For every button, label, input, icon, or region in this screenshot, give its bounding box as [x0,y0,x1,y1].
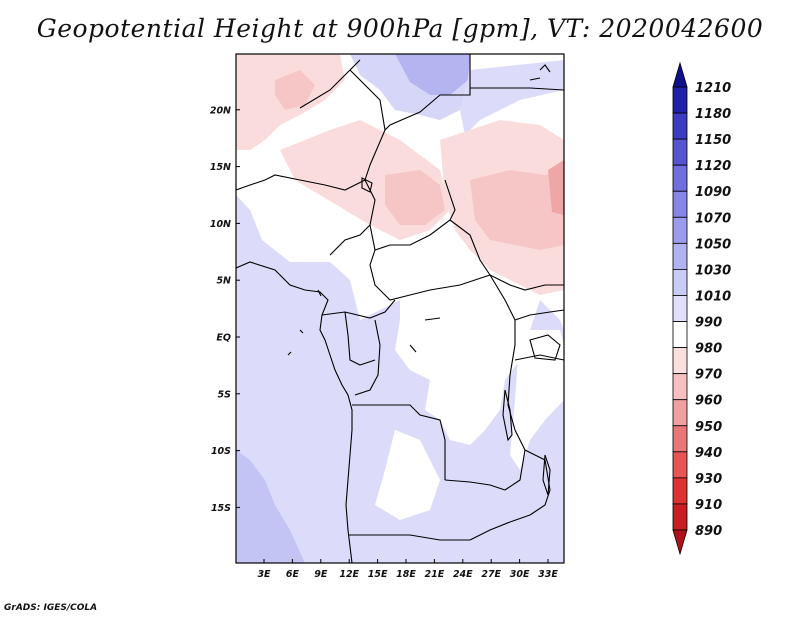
colorbar-swatch [672,425,688,453]
colorbar-label: 960 [695,394,722,409]
colorbar-label: 1210 [695,81,731,96]
border-guinea-gulf-islands [287,289,441,356]
colorbar-label: 940 [695,446,722,461]
border-congo-drc [354,319,381,396]
border-nigeria-cameroon [329,224,371,256]
field-congo-990-1010 [395,270,540,445]
chart-title: Geopotential Height at 900hPa [gpm], VT:… [36,14,764,43]
colorbar-swatch [672,477,688,505]
lon-tick-label: 6E [286,569,300,580]
field-sudan-970-980 [470,170,564,250]
lon-tick-label: 21E [425,569,445,580]
map-frame [235,53,565,564]
colorbar-label: 1090 [695,185,731,200]
border-angola-namibia [348,534,470,541]
border-malawi [524,449,551,516]
border-nile [529,64,551,81]
colorbar-swatch [672,269,688,296]
colorbar-label: 930 [695,472,722,487]
lat-tick-label: 20N [210,105,231,116]
colorbar-swatch [672,321,688,348]
lat-tick-label: 15N [210,162,231,173]
border-zambia-zimbabwe [469,514,531,541]
colorbar-swatch [672,242,688,270]
border-niger-libya [299,59,361,109]
field-angola-990-1010 [375,430,440,520]
field-sahel-west-970-980 [275,70,315,110]
colorbar-label: 1030 [695,263,731,278]
colorbar: 1210 1180 1150 1120 1090 1070 1050 1030 1010 990 9… [672,61,731,556]
lon-tick-label: 9E [314,569,328,580]
lake-tanganyika [502,389,513,442]
latitude-axis: 20N 15N 10N 5N EQ 5S 10S 15S [210,105,240,514]
colorbar-label: 1070 [695,211,731,226]
lat-tick-label: 15S [211,503,231,514]
lake-victoria [529,334,561,361]
colorbar-swatch [672,399,688,427]
lat-tick-label: 5S [218,389,232,400]
colorbar-swatch [672,503,688,531]
longitude-axis: 3E 6E 9E 12E 15E 18E 21E 24E 27E 30E 33E [257,559,558,580]
colorbar-extend-top [672,61,688,88]
border-drc-east [489,274,526,491]
colorbar-label: 910 [695,498,722,513]
colorbar-label: 1120 [695,159,731,174]
coastline [236,261,353,563]
lon-tick-label: 33E [538,569,558,580]
colorbar-swatch [672,190,688,218]
colorbar-label: 1050 [695,237,731,252]
border-sudan-southsudan [449,219,564,291]
colorbar-swatch [672,86,688,114]
border-chad-car [364,179,456,251]
colorbar-label: 1010 [695,289,731,304]
border-egypt-sudan [470,87,564,91]
lat-tick-label: EQ [216,333,231,344]
lake-chad [361,177,373,193]
colorbar-label: 980 [695,342,722,357]
lon-tick-label: 18E [396,569,416,580]
lon-tick-label: 15E [368,569,388,580]
border-east-africa [514,309,564,321]
field-chad-970-980 [385,170,445,225]
lake-malawi [542,454,551,496]
field-atlantic-1030-1050 [236,450,305,563]
colorbar-label: 890 [695,524,722,539]
colorbar-label: 970 [695,368,722,383]
colorbar-label: 990 [695,316,722,331]
colorbar-swatch [672,216,688,244]
lon-tick-label: 3E [257,569,271,580]
border-niger-mali [236,174,366,191]
lon-tick-label: 30E [510,569,530,580]
colorbar-swatch [672,138,688,166]
field-southeast-990-1010 [510,330,564,470]
height-field [236,54,564,563]
colorbar-swatch [672,373,688,401]
border-car-drc [369,249,491,301]
colorbar-swatch [672,112,688,140]
colorbar-label: 1150 [695,133,731,148]
lon-tick-label: 12E [339,569,359,580]
lat-tick-label: 5N [216,276,231,287]
colorbar-swatch [672,451,688,479]
boundaries [236,54,564,563]
lat-tick-label: 10N [210,219,231,230]
field-sudan-960-970 [548,160,564,215]
lat-tick-label: 10S [211,446,231,457]
border-gabon-congo [344,311,376,366]
colorbar-label: 950 [695,420,722,435]
grads-credit: GrADS: IGES/COLA [4,603,98,613]
border-cameroon-south [321,299,396,319]
colorbar-swatch [672,295,688,322]
border-angola-zambia [444,479,506,491]
border-drc-angola [352,404,446,480]
colorbar-extend-bottom [672,529,688,556]
colorbar-swatch [672,347,688,375]
field-north-1030-1050 [395,54,470,95]
lon-tick-label: 27E [481,569,501,580]
colorbar-label: 1180 [695,107,731,122]
lon-tick-label: 24E [453,569,473,580]
colorbar-swatch [672,164,688,192]
